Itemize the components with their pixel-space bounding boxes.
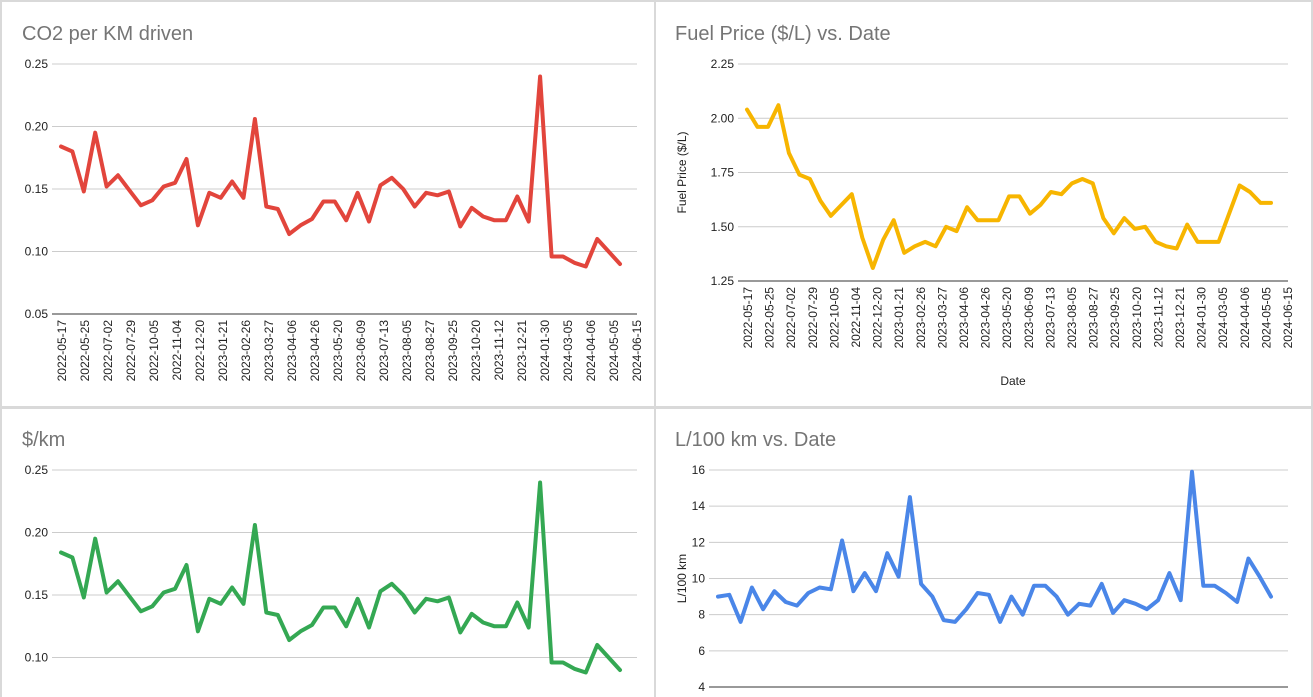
x-tick-label: 2023-06-09 bbox=[354, 320, 368, 382]
series-line bbox=[59, 74, 622, 269]
x-axis-label: Date bbox=[1000, 374, 1026, 388]
x-tick-label: 2023-01-21 bbox=[892, 287, 906, 349]
y-axis-label: Fuel Price ($/L) bbox=[675, 131, 689, 213]
y-tick-label: 4 bbox=[698, 680, 705, 694]
x-tick-label: 2023-08-05 bbox=[1065, 287, 1079, 349]
co2-per-km-chart: CO2 per KM driven 0.25 0.20 0.15 0.10 0.05 202… bbox=[22, 23, 644, 382]
chart-title: Fuel Price ($/L) vs. Date bbox=[675, 23, 891, 45]
series-line bbox=[59, 480, 622, 675]
x-tick-label: 2022-07-02 bbox=[101, 320, 115, 382]
x-tick-label: 2022-05-25 bbox=[763, 287, 777, 349]
x-tick-label: 2024-03-05 bbox=[561, 320, 575, 382]
x-tick-label: 2022-07-29 bbox=[124, 320, 138, 382]
x-tick-label: 2024-05-05 bbox=[1259, 287, 1273, 349]
y-tick-label: 0.25 bbox=[25, 463, 49, 477]
x-tick-label: 2023-09-25 bbox=[1108, 287, 1122, 349]
series-line bbox=[716, 469, 1273, 624]
x-tick-label: 2024-06-15 bbox=[1281, 287, 1295, 349]
x-tick-label: 2023-11-12 bbox=[1151, 287, 1165, 348]
y-tick-label: 2.00 bbox=[711, 111, 735, 125]
x-tick-label: 2023-12-21 bbox=[1173, 287, 1187, 349]
chart-title: $/km bbox=[22, 429, 65, 451]
x-tick-label: 2023-01-21 bbox=[216, 320, 230, 382]
x-tick-label: 2023-04-26 bbox=[979, 287, 993, 349]
x-tick-label: 2023-05-20 bbox=[1000, 287, 1014, 349]
y-tick-label: 0.20 bbox=[25, 120, 49, 134]
y-axis-label: L/100 km bbox=[675, 554, 689, 603]
x-tick-label: 2023-11-12 bbox=[492, 320, 506, 381]
x-tick-label: 2023-08-05 bbox=[400, 320, 414, 382]
y-tick-label: 10 bbox=[692, 572, 706, 586]
x-tick-label: 2023-10-20 bbox=[469, 320, 483, 382]
x-tick-label: 2023-02-26 bbox=[914, 287, 928, 349]
y-tick-label: 1.50 bbox=[711, 220, 735, 234]
series-line bbox=[745, 103, 1273, 270]
x-tick-label: 2022-10-05 bbox=[147, 320, 161, 382]
x-tick-label: 2024-01-30 bbox=[1195, 287, 1209, 349]
x-tick-label: 2024-04-06 bbox=[584, 320, 598, 382]
x-tick-label: 2024-05-05 bbox=[607, 320, 621, 382]
x-tick-label: 2023-09-25 bbox=[446, 320, 460, 382]
y-tick-label: 1.75 bbox=[711, 166, 735, 180]
x-tick-label: 2022-10-05 bbox=[827, 287, 841, 349]
x-tick-label: 2022-11-04 bbox=[849, 287, 863, 348]
x-tick-label: 2022-05-17 bbox=[741, 287, 755, 349]
x-tick-label: 2023-08-27 bbox=[423, 320, 437, 382]
y-tick-label: 2.25 bbox=[711, 57, 735, 71]
y-tick-label: 0.10 bbox=[25, 651, 49, 665]
x-tick-label: 2024-06-15 bbox=[630, 320, 644, 382]
x-tick-label: 2022-05-17 bbox=[55, 320, 69, 382]
x-tick-label: 2023-10-20 bbox=[1130, 287, 1144, 349]
x-tick-label: 2022-05-25 bbox=[78, 320, 92, 382]
fuel-price-chart: Fuel Price ($/L) vs. Date 2.25 2.00 1.75 1.5… bbox=[675, 23, 1295, 388]
chart-panel-dollar-per-km: $/km 0.25 0.20 0.15 0.10 bbox=[2, 409, 654, 697]
y-tick-label: 0.20 bbox=[25, 526, 49, 540]
x-tick-label: 2023-07-13 bbox=[1043, 287, 1057, 349]
x-tick-label: 2022-12-20 bbox=[871, 287, 885, 349]
chart-title: CO2 per KM driven bbox=[22, 23, 193, 45]
chart-panel-l-per-100km: L/100 km vs. Date 16 14 12 10 8 6 4 L/100 km bbox=[656, 409, 1311, 697]
x-tick-label: 2022-07-29 bbox=[806, 287, 820, 349]
x-tick-label: 2024-01-30 bbox=[538, 320, 552, 382]
l-per-100km-chart: L/100 km vs. Date 16 14 12 10 8 6 4 L/100 km bbox=[675, 429, 1288, 694]
y-tick-label: 0.25 bbox=[25, 57, 49, 71]
x-tick-label: 2023-08-27 bbox=[1087, 287, 1101, 349]
dollar-per-km-chart: $/km 0.25 0.20 0.15 0.10 bbox=[22, 429, 637, 675]
y-tick-label: 0.15 bbox=[25, 588, 49, 602]
y-tick-label: 0.15 bbox=[25, 182, 49, 196]
x-tick-label: 2022-07-02 bbox=[784, 287, 798, 349]
x-tick-label: 2023-04-06 bbox=[957, 287, 971, 349]
y-tick-label: 6 bbox=[698, 644, 705, 658]
chart-panel-fuel-price: Fuel Price ($/L) vs. Date 2.25 2.00 1.75 1.5… bbox=[656, 2, 1311, 406]
x-tick-label: 2023-04-26 bbox=[308, 320, 322, 382]
y-tick-label: 0.10 bbox=[25, 245, 49, 259]
x-tick-label: 2023-03-27 bbox=[935, 287, 949, 349]
y-tick-label: 1.25 bbox=[711, 274, 735, 288]
x-tick-label: 2024-03-05 bbox=[1216, 287, 1230, 349]
x-tick-label: 2024-04-06 bbox=[1238, 287, 1252, 349]
x-tick-label: 2023-07-13 bbox=[377, 320, 391, 382]
chart-title: L/100 km vs. Date bbox=[675, 429, 836, 451]
x-tick-label: 2023-06-09 bbox=[1022, 287, 1036, 349]
y-tick-label: 12 bbox=[692, 535, 706, 549]
chart-panel-co2: CO2 per KM driven 0.25 0.20 0.15 0.10 0.05 202… bbox=[2, 2, 654, 406]
x-tick-label: 2022-11-04 bbox=[170, 320, 184, 381]
y-tick-label: 16 bbox=[692, 463, 706, 477]
x-tick-label: 2023-03-27 bbox=[262, 320, 276, 382]
x-tick-label: 2023-12-21 bbox=[515, 320, 529, 382]
y-tick-label: 14 bbox=[692, 499, 706, 513]
x-tick-label: 2023-05-20 bbox=[331, 320, 345, 382]
y-tick-label: 8 bbox=[698, 608, 705, 622]
x-tick-label: 2023-02-26 bbox=[239, 320, 253, 382]
y-tick-label: 0.05 bbox=[25, 307, 49, 321]
x-tick-label: 2022-12-20 bbox=[193, 320, 207, 382]
x-tick-label: 2023-04-06 bbox=[285, 320, 299, 382]
